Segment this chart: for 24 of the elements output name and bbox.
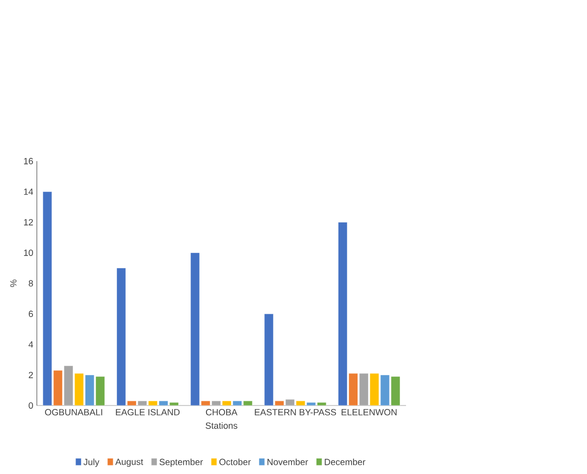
- legend-label: July: [84, 458, 100, 468]
- y-tick-label: 16: [24, 158, 33, 165]
- y-tick-label: 0: [28, 402, 34, 409]
- x-tick-label: EAGLE ISLAND: [116, 409, 180, 416]
- legend-label: October: [219, 458, 251, 466]
- x-tick-label: CHOBA: [206, 409, 238, 416]
- y-axis-title: %: [10, 280, 17, 288]
- y-tick-label: 4: [28, 342, 34, 348]
- legend-label: November: [268, 458, 308, 466]
- y-tick-label: 6: [28, 310, 33, 318]
- bar: [85, 375, 94, 406]
- x-tick-label: EASTERN BY-PASS: [254, 409, 336, 416]
- x-tick-label: OGBUNABALI: [45, 409, 102, 416]
- y-tick-label: 12: [24, 219, 33, 226]
- bar: [96, 376, 105, 406]
- y-tick-label: 14: [24, 188, 34, 195]
- x-axis-title: Stations: [206, 422, 238, 430]
- legend-label: August: [115, 458, 144, 467]
- legend-label: December: [324, 458, 366, 466]
- y-tick-label: 8: [28, 280, 33, 287]
- legend-label: September: [160, 458, 203, 468]
- y-tick-label: 10: [24, 250, 34, 256]
- y-tick-label: 2: [28, 372, 33, 378]
- x-tick-label: ELELENWON: [342, 409, 397, 416]
